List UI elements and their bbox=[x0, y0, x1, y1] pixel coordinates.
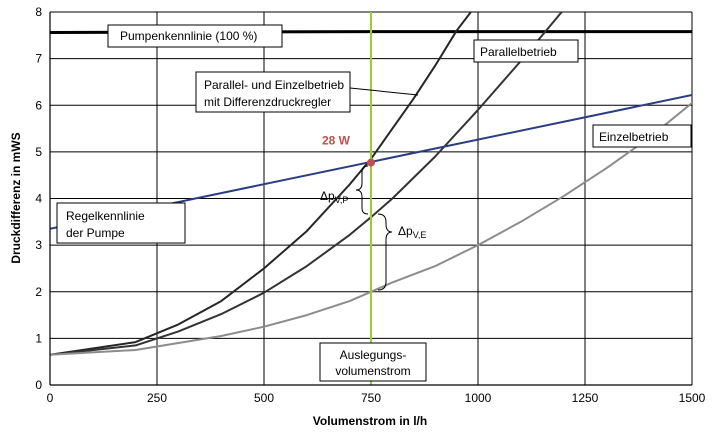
y-tick-label: 7 bbox=[35, 52, 42, 66]
dp-ve-label: ΔpV,E bbox=[398, 224, 426, 240]
operating-point-group: 28 W bbox=[322, 134, 375, 167]
dp-vp-sub: V,P bbox=[335, 195, 349, 205]
annotation-auslegung-line1: Auslegungs- bbox=[340, 348, 407, 362]
annotation-auslegung-line2: volumenstrom bbox=[335, 364, 410, 378]
axes bbox=[49, 12, 692, 386]
x-axis-title: Volumenstrom in l/h bbox=[313, 414, 427, 428]
y-tick-label: 2 bbox=[35, 285, 42, 299]
operating-point-label: 28 W bbox=[322, 134, 351, 148]
dp-ve-sub: V,E bbox=[413, 230, 427, 240]
annotation-pumpenkennlinie-text: Pumpenkennlinie (100 %) bbox=[120, 29, 257, 43]
y-tick-label: 6 bbox=[35, 98, 42, 112]
dp-vp-label: ΔpV,P bbox=[320, 189, 348, 205]
annotation-regelkennlinie-line1: Regelkennlinie bbox=[66, 209, 145, 223]
brace-dp-vp: ΔpV,P bbox=[320, 165, 369, 215]
x-tick-label: 0 bbox=[47, 391, 54, 405]
annotation-regler-line1: Parallel- und Einzelbetrieb bbox=[204, 78, 344, 92]
annotation-einzelbetrieb: Einzelbetrieb bbox=[592, 124, 692, 148]
annotation-einzelbetrieb-text: Einzelbetrieb bbox=[599, 130, 669, 144]
y-tick-label: 3 bbox=[35, 238, 42, 252]
annotation-regler: Parallel- und Einzelbetrieb mit Differen… bbox=[195, 71, 419, 113]
x-tick-label: 250 bbox=[147, 391, 167, 405]
annotation-pumpenkennlinie: Pumpenkennlinie (100 %) bbox=[107, 24, 283, 48]
y-tick-label: 1 bbox=[35, 331, 42, 345]
dp-ve-main: Δp bbox=[398, 224, 413, 238]
y-tick-label: 8 bbox=[35, 5, 42, 19]
annotation-regler-line2: mit Differenzdruckregler bbox=[204, 95, 331, 109]
annotation-parallelbetrieb: Parallelbetrieb bbox=[473, 39, 579, 63]
x-tick-label: 1500 bbox=[679, 391, 706, 405]
x-tick-label: 750 bbox=[361, 391, 381, 405]
annotation-regelkennlinie: Regelkennlinie der Pumpe bbox=[56, 202, 186, 244]
y-axis-title: Druckdifferenz in mWS bbox=[9, 132, 23, 263]
brace-dp-ve: ΔpV,E bbox=[377, 213, 426, 291]
annotation-auslegung: Auslegungs- volumenstrom bbox=[319, 342, 427, 382]
series-group bbox=[50, 12, 692, 385]
dp-vp-main: Δp bbox=[320, 189, 335, 203]
series-line-2 bbox=[50, 12, 563, 356]
y-tick-label: 0 bbox=[35, 378, 42, 392]
x-tick-label: 1000 bbox=[465, 391, 492, 405]
x-tick-label: 500 bbox=[254, 391, 274, 405]
annotation-parallelbetrieb-text: Parallelbetrieb bbox=[480, 45, 557, 59]
y-tick-label: 4 bbox=[35, 192, 42, 206]
y-tick-label: 5 bbox=[35, 145, 42, 159]
series-line-3 bbox=[50, 101, 692, 356]
x-tick-label: 1250 bbox=[572, 391, 599, 405]
series-line-1 bbox=[50, 12, 473, 356]
operating-point-marker bbox=[367, 158, 375, 167]
tick-labels: 0 250 500 750 1000 1250 1500 0 1 2 3 4 5 6 7 8 bbox=[35, 5, 705, 405]
annotation-regelkennlinie-line2: der Pumpe bbox=[66, 226, 125, 240]
